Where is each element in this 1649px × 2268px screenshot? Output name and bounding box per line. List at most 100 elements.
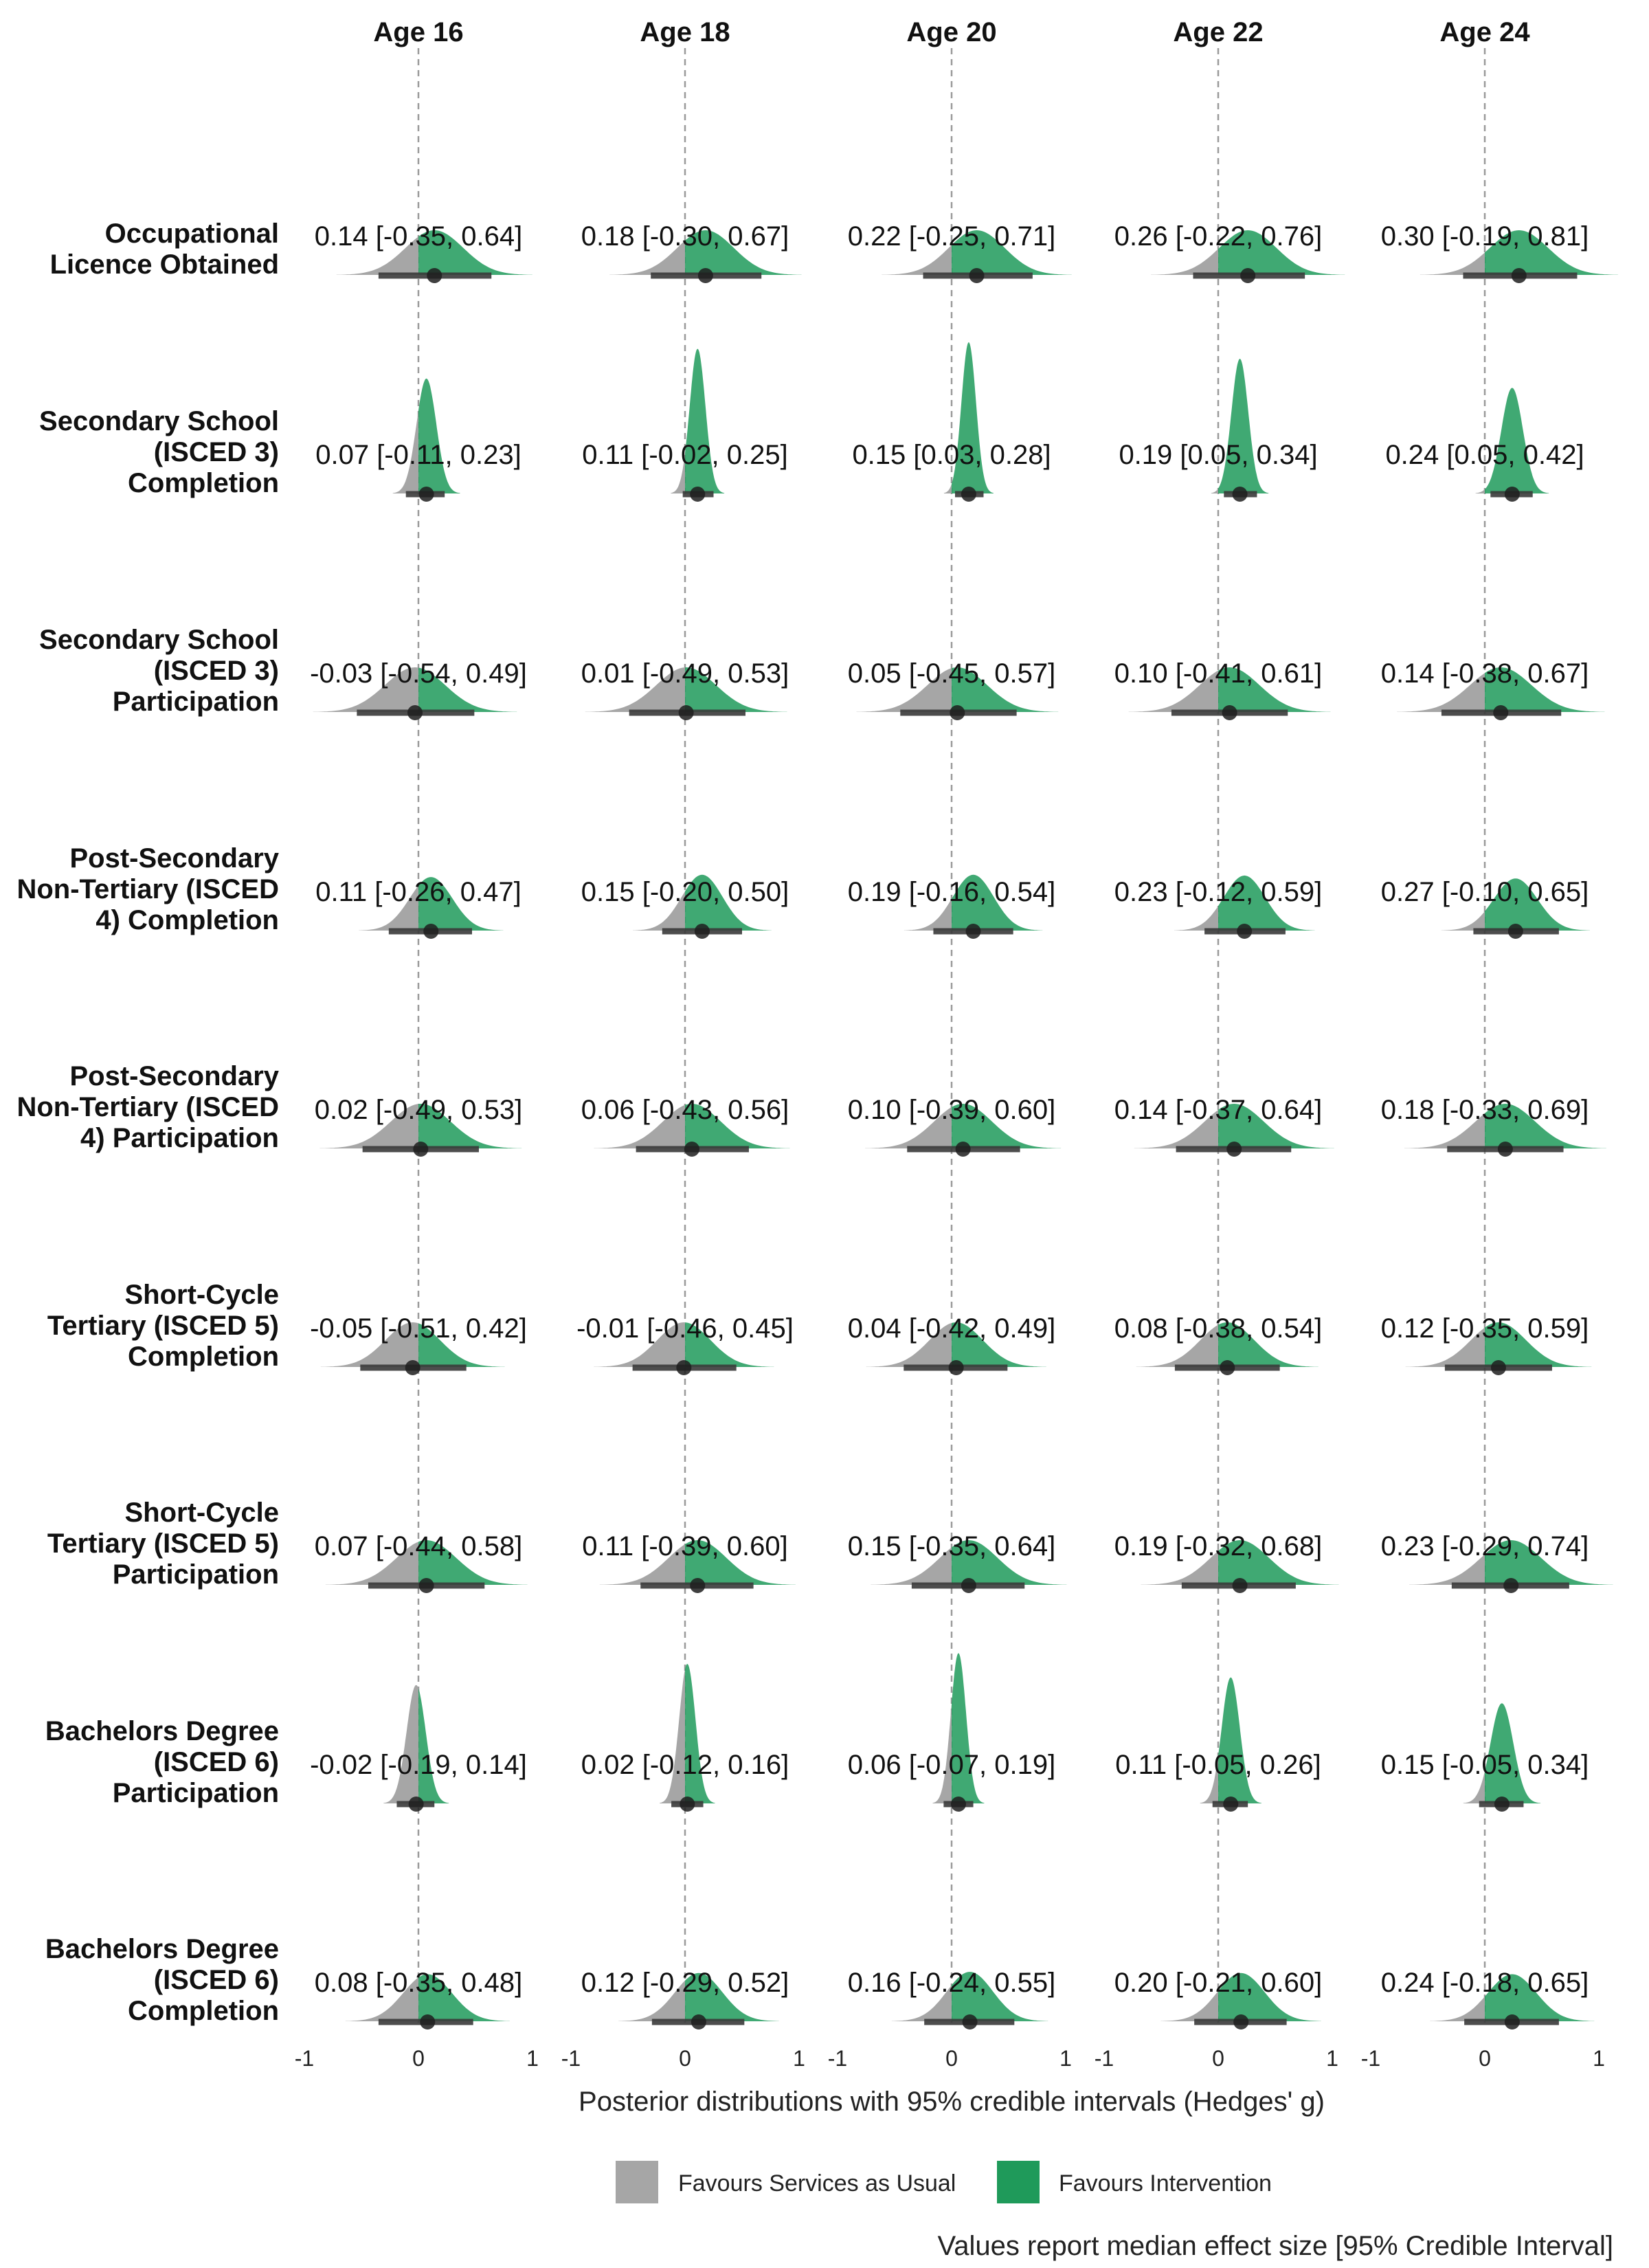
estimate-label: -0.05 [-0.51, 0.42] (310, 1313, 527, 1344)
estimate-label: 0.24 [0.05, 0.42] (1385, 440, 1584, 470)
column-title: Age 22 (1173, 17, 1263, 47)
median-point (950, 1797, 966, 1812)
estimate-label: 0.11 [-0.26, 0.47] (315, 877, 521, 907)
chart-caption: Values report median effect size [95% Cr… (938, 2231, 1613, 2261)
density-positive-region (1485, 230, 1618, 275)
row-label-line: Participation (113, 1778, 279, 1808)
x-tick-label: -1 (295, 2046, 314, 2071)
estimate-label: 0.12 [-0.29, 0.52] (581, 1968, 789, 1998)
median-point (1237, 924, 1253, 939)
density-negative-region (882, 245, 952, 275)
median-point (1233, 2014, 1249, 2030)
median-point (680, 1797, 695, 1812)
median-point (408, 1797, 424, 1812)
density-positive-region (952, 667, 1059, 712)
density-positive-region (1218, 667, 1331, 712)
row-label-line: Participation (113, 687, 279, 717)
estimate-label: 0.24 [-0.18, 0.65] (1381, 1968, 1589, 1998)
estimate-label: 0.19 [-0.32, 0.68] (1114, 1531, 1322, 1561)
row-label-line: (ISCED 3) (154, 656, 279, 686)
density-positive-region (418, 230, 532, 275)
density-negative-region (943, 484, 952, 493)
estimate-label: 0.08 [-0.38, 0.54] (1114, 1313, 1322, 1344)
x-axis-title: Posterior distributions with 95% credibl… (579, 2087, 1325, 2117)
row-label-line: Licence Obtained (50, 249, 279, 280)
legend-key (616, 2161, 658, 2203)
density-negative-region (1174, 906, 1218, 931)
row-label-line: Tertiary (ISCED 5) (47, 1311, 279, 1341)
legend-label: Favours Intervention (1059, 2170, 1272, 2197)
density-positive-region (418, 667, 517, 712)
median-point (690, 487, 706, 502)
median-point (1232, 1578, 1248, 1593)
column-title: Age 20 (906, 17, 996, 47)
density-positive-region (952, 230, 1072, 275)
estimate-label: 0.22 [-0.25, 0.71] (848, 221, 1055, 252)
median-point (1220, 1360, 1235, 1375)
density-negative-region (1211, 488, 1218, 493)
density-positive-region (1218, 230, 1345, 275)
x-tick-label: 0 (412, 2046, 425, 2071)
density-negative-region (1397, 673, 1485, 712)
x-tick-label: 0 (679, 2046, 691, 2071)
median-point (950, 705, 965, 720)
density-negative-region (609, 241, 685, 275)
density-negative-region (1430, 1997, 1485, 2021)
density-negative-region (1463, 1771, 1485, 1803)
estimate-label: 0.20 [-0.21, 0.60] (1114, 1968, 1322, 1998)
density-positive-region (1485, 1322, 1592, 1367)
estimate-label: 0.14 [-0.35, 0.64] (315, 221, 522, 252)
median-point (962, 2014, 978, 2030)
estimate-label: 0.14 [-0.37, 0.64] (1114, 1095, 1322, 1125)
x-tick-label: -1 (1361, 2046, 1380, 2071)
row-label-line: Participation (113, 1559, 279, 1590)
row-label-line: (ISCED 6) (154, 1747, 279, 1777)
median-point (1507, 924, 1523, 939)
density-positive-region (685, 874, 772, 931)
estimate-label: 0.19 [0.05, 0.34] (1119, 440, 1317, 470)
density-positive-region (685, 1322, 774, 1367)
density-negative-region (336, 236, 418, 275)
density-negative-region (599, 1544, 685, 1585)
density-negative-region (383, 1685, 418, 1803)
x-tick-label: 1 (1059, 2046, 1072, 2071)
estimate-label: 0.10 [-0.41, 0.61] (1114, 658, 1322, 689)
density-positive-region (418, 877, 504, 931)
estimate-label: -0.02 [-0.19, 0.14] (310, 1750, 527, 1780)
estimate-label: 0.08 [-0.35, 0.48] (315, 1968, 522, 1998)
median-point (948, 1360, 964, 1375)
median-point (1511, 268, 1527, 283)
estimate-label: 0.14 [-0.38, 0.67] (1381, 658, 1589, 689)
density-negative-region (904, 898, 952, 931)
estimate-label: 0.18 [-0.30, 0.67] (581, 221, 789, 252)
estimate-label: 0.11 [-0.05, 0.26] (1115, 1750, 1321, 1780)
estimate-label: 0.19 [-0.16, 0.54] (848, 877, 1055, 907)
x-tick-label: -1 (828, 2046, 847, 2071)
density-negative-region (633, 891, 685, 931)
estimate-label: 0.04 [-0.42, 0.49] (848, 1313, 1055, 1344)
row-label-line: Occupational (105, 219, 279, 249)
median-point (684, 1142, 699, 1157)
row-label-line: 4) Completion (96, 905, 279, 935)
x-tick-label: 0 (945, 2046, 958, 2071)
density-positive-region (1485, 1703, 1541, 1803)
density-positive-region (418, 1688, 449, 1803)
median-point (418, 487, 434, 502)
density-negative-region (1134, 1109, 1218, 1148)
row-label-line: Completion (128, 1996, 279, 2026)
density-positive-region (418, 1540, 528, 1585)
density-negative-region (866, 1322, 952, 1367)
row-label-line: Completion (128, 468, 279, 498)
estimate-label: 0.15 [0.03, 0.28] (852, 440, 1051, 470)
density-positive-region (952, 1972, 1048, 2021)
density-positive-region (1218, 1540, 1339, 1585)
estimate-label: 0.07 [-0.44, 0.58] (315, 1531, 522, 1561)
median-point (423, 924, 439, 939)
estimate-label: 0.18 [-0.33, 0.69] (1381, 1095, 1589, 1125)
density-negative-region (320, 1322, 418, 1367)
median-point (690, 1578, 706, 1593)
density-positive-region (418, 378, 460, 493)
row-label-line: Short-Cycle (125, 1280, 280, 1310)
median-point (413, 1142, 429, 1157)
